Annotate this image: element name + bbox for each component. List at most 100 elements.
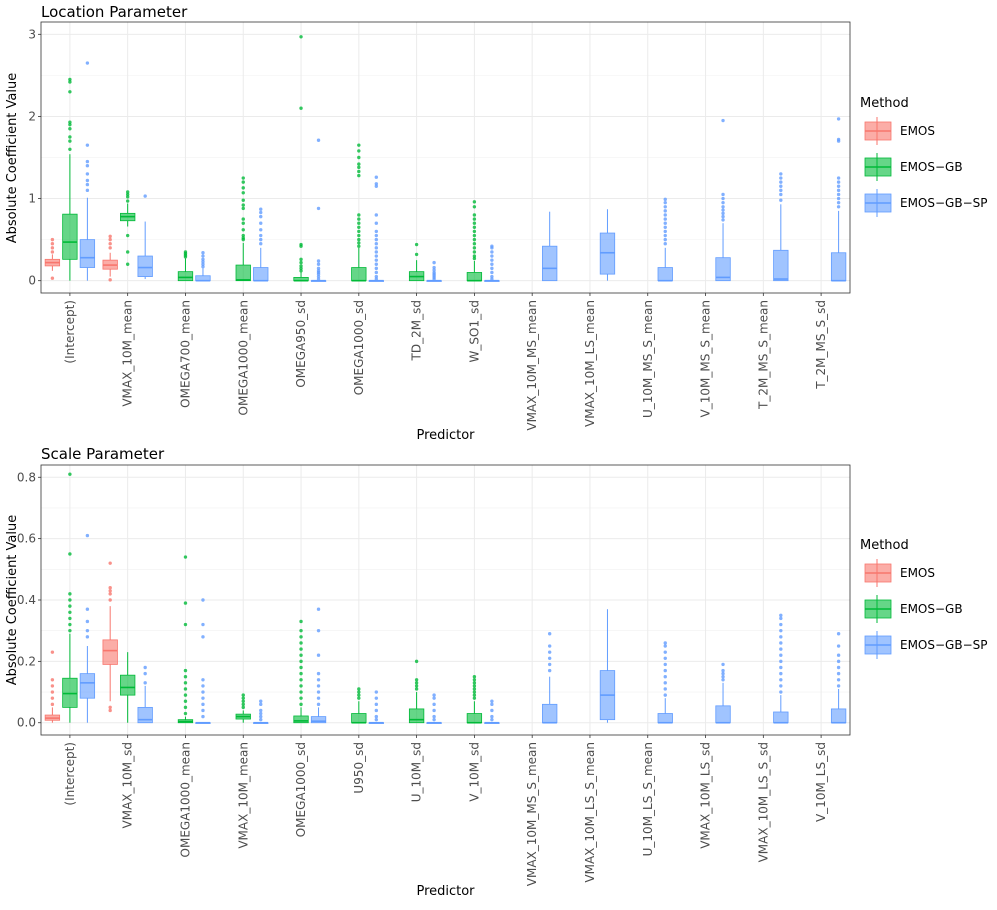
outlier-point xyxy=(316,269,321,273)
outlier-point xyxy=(68,90,72,94)
outlier-point xyxy=(299,647,303,651)
outlier-point xyxy=(779,635,783,639)
legend-item: EMOS−GB xyxy=(864,595,963,623)
outlier-point xyxy=(201,257,205,262)
outlier-point xyxy=(357,162,361,166)
box-EMOS-GB-SP-VMAX_10M_LS_S_sd xyxy=(773,613,789,724)
x-tick-label: OMEGA1000_sd xyxy=(352,300,366,395)
outlier-point xyxy=(472,687,477,691)
box-EMOS-GB-OMEGA700_mean xyxy=(177,250,194,282)
outlier-point xyxy=(374,690,379,694)
box-EMOS-GB-SP-OMEGA1000_sd xyxy=(310,607,327,724)
outlier-point xyxy=(836,188,841,193)
outlier-point xyxy=(547,644,552,648)
outlier-point xyxy=(836,665,841,670)
y-tick-label: 1 xyxy=(28,192,36,206)
box-EMOS-GB-OMEGA950_sd xyxy=(293,35,309,282)
box-iqr xyxy=(466,713,483,724)
outlier-point xyxy=(779,622,783,627)
outlier-point xyxy=(50,250,55,254)
box-iqr xyxy=(310,716,327,724)
outlier-point xyxy=(299,260,303,265)
outlier-point xyxy=(50,678,55,682)
outlier-point xyxy=(50,276,55,280)
outlier-point xyxy=(201,635,205,639)
outlier-point xyxy=(663,205,667,209)
outlier-point xyxy=(357,213,361,217)
x-tick-label: OMEGA1000_mean xyxy=(178,742,192,857)
outlier-point xyxy=(663,675,667,679)
x-tick-label: VMAX_10M_mean xyxy=(121,300,135,407)
box-iqr xyxy=(137,255,153,277)
outlier-point xyxy=(663,662,667,667)
outlier-point xyxy=(432,702,436,707)
outlier-point xyxy=(125,250,130,254)
box-EMOS-GB-SP-V_10M_MS_S_mean xyxy=(715,118,731,282)
x-tick-label: T_2M_MS_S_sd xyxy=(814,300,828,390)
box-iqr xyxy=(466,272,483,282)
outlier-point xyxy=(108,246,112,250)
outlier-point xyxy=(472,242,477,246)
outlier-point xyxy=(241,191,245,195)
box-EMOS-GB-W_SO1_sd xyxy=(466,200,483,282)
outlier-point xyxy=(259,717,263,722)
box-EMOS-GB-SP-U_10M_sd xyxy=(426,693,442,724)
panel-title: Scale Parameter xyxy=(41,445,165,463)
box-EMOS-GB-OMEGA1000_mean xyxy=(177,555,194,724)
outlier-point xyxy=(357,690,361,694)
x-tick-label: OMEGA1000_mean xyxy=(236,300,250,415)
outlier-point xyxy=(85,143,90,147)
x-tick-label: U950_sd xyxy=(352,742,366,794)
outlier-point xyxy=(299,242,303,247)
outlier-point xyxy=(201,702,205,707)
outlier-point xyxy=(108,237,112,242)
box-iqr xyxy=(830,708,847,724)
y-tick-label: 0.4 xyxy=(17,593,36,607)
legend-label: EMOS xyxy=(900,566,935,580)
outlier-point xyxy=(357,165,361,170)
outlier-point xyxy=(432,260,436,265)
outlier-point xyxy=(241,221,245,225)
outlier-point xyxy=(299,266,303,271)
outlier-point xyxy=(472,221,477,225)
outlier-point xyxy=(490,270,494,275)
outlier-point xyxy=(357,244,361,248)
legend: Method EMOS EMOS−GB EMOS−GB−SP xyxy=(860,96,988,217)
outlier-point xyxy=(316,671,321,676)
x-tick-label: VMAX_10M_LS_sd xyxy=(699,742,713,849)
outlier-point xyxy=(836,200,841,205)
outlier-point xyxy=(259,207,263,211)
outlier-point xyxy=(357,237,361,242)
outlier-point xyxy=(143,681,147,685)
box-iqr xyxy=(253,267,269,282)
outlier-point xyxy=(259,221,263,225)
outlier-point xyxy=(68,552,72,556)
outlier-point xyxy=(374,233,379,238)
outlier-point xyxy=(374,262,379,266)
x-tick-label: OMEGA1000_sd xyxy=(294,742,308,837)
outlier-point xyxy=(316,138,321,142)
outlier-point xyxy=(357,155,361,160)
outlier-point xyxy=(472,696,477,700)
box-EMOS-GB-OMEGA1000_sd xyxy=(351,143,367,282)
outlier-point xyxy=(663,221,667,225)
y-tick-label: 0.6 xyxy=(17,532,36,546)
outlier-point xyxy=(201,260,205,264)
outlier-point xyxy=(241,198,245,202)
outlier-point xyxy=(357,217,361,221)
outlier-point xyxy=(663,225,667,230)
x-axis-title: Predictor xyxy=(416,428,475,443)
x-tick-label: VMAX_10M_sd xyxy=(121,742,135,828)
outlier-point xyxy=(779,690,783,694)
box-EMOS-GB-SP-V_10M_sd xyxy=(484,699,500,724)
outlier-point xyxy=(108,278,112,282)
outlier-point xyxy=(299,257,303,262)
box-EMOS-GB-VMAX_10M_mean xyxy=(235,693,251,723)
outlier-point xyxy=(374,246,379,250)
outlier-point xyxy=(259,242,263,246)
outlier-point xyxy=(241,186,245,190)
outlier-point xyxy=(183,687,188,691)
y-axis-title: Absolute Coefficient Value xyxy=(5,73,20,243)
box-EMOS-GB-U950_sd xyxy=(351,687,367,724)
outlier-point xyxy=(779,647,783,651)
